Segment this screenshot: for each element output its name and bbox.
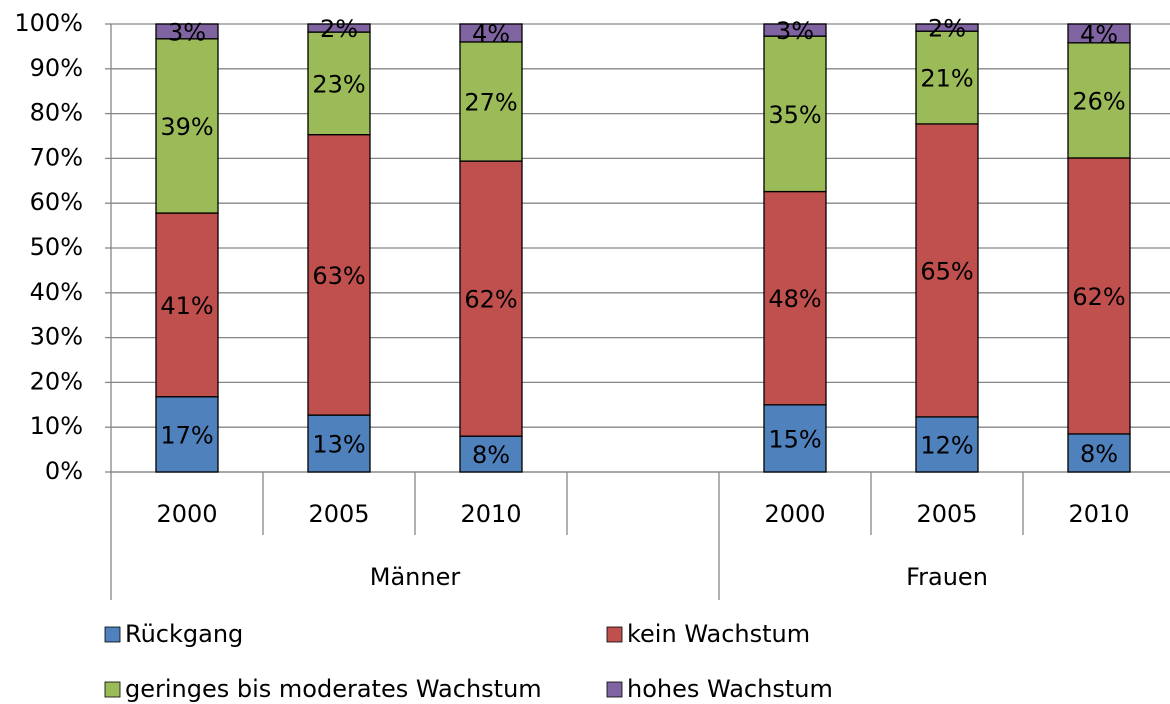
- bar-segment: [155, 38, 219, 214]
- bar-segment: [307, 414, 371, 473]
- bar-segment: [307, 31, 371, 136]
- bar-segment: [1067, 42, 1131, 159]
- y-tick-label: 80%: [30, 99, 83, 127]
- data-label: 8%: [472, 441, 510, 469]
- y-tick-label: 90%: [30, 54, 83, 82]
- bar-segment: [763, 190, 827, 406]
- x-tick-label: 2010: [460, 500, 521, 528]
- x-tick-label: 2005: [916, 500, 977, 528]
- bar-segment: [155, 212, 219, 398]
- legend-label: Rückgang: [125, 620, 243, 648]
- bar-segment: [307, 23, 371, 33]
- legend-label: geringes bis moderates Wachstum: [125, 675, 542, 703]
- data-label: 3%: [776, 17, 814, 45]
- legend-swatch: [606, 626, 623, 643]
- bar-segment: [915, 123, 979, 418]
- bar-segment: [1067, 433, 1131, 473]
- bar-segment: [915, 416, 979, 473]
- y-tick-label: 60%: [30, 188, 83, 216]
- bar-segment: [915, 23, 979, 32]
- data-label: 4%: [1080, 20, 1118, 48]
- bar-segment: [307, 134, 371, 416]
- data-label: 23%: [312, 70, 365, 98]
- data-label: 63%: [312, 262, 365, 290]
- legend-swatch: [104, 626, 121, 643]
- group-label: Männer: [370, 563, 461, 591]
- data-label: 41%: [160, 292, 213, 320]
- legend-swatch: [104, 681, 121, 698]
- y-tick-label: 100%: [14, 9, 83, 37]
- data-label: 39%: [160, 113, 213, 141]
- bar-segment: [155, 23, 219, 40]
- data-label: 13%: [312, 431, 365, 459]
- data-label: 26%: [1072, 87, 1125, 115]
- data-label: 15%: [768, 425, 821, 453]
- x-tick-label: 2000: [156, 500, 217, 528]
- data-label: 3%: [168, 18, 206, 46]
- bar-segment: [459, 160, 523, 437]
- x-tick-label: 2010: [1068, 500, 1129, 528]
- bar-segment: [763, 35, 827, 193]
- y-tick-label: 0%: [45, 457, 83, 485]
- y-tick-label: 30%: [30, 323, 83, 351]
- y-tick-label: 10%: [30, 412, 83, 440]
- bar-segment: [763, 23, 827, 37]
- legend-swatch: [606, 681, 623, 698]
- bar-segment: [1067, 157, 1131, 435]
- y-tick-label: 40%: [30, 278, 83, 306]
- y-tick-label: 20%: [30, 367, 83, 395]
- data-label: 2%: [928, 15, 966, 43]
- y-tick-label: 50%: [30, 233, 83, 261]
- data-label: 17%: [160, 421, 213, 449]
- bar-segment: [155, 396, 219, 473]
- y-tick-label: 70%: [30, 143, 83, 171]
- legend-label: kein Wachstum: [627, 620, 810, 648]
- data-label: 2%: [320, 15, 358, 43]
- bar-segment: [459, 23, 523, 43]
- data-label: 21%: [920, 65, 973, 93]
- bar-segment: [459, 435, 523, 473]
- x-tick-label: 2000: [764, 500, 825, 528]
- data-label: 65%: [920, 257, 973, 285]
- data-label: 12%: [920, 431, 973, 459]
- bar-segment: [459, 41, 523, 162]
- data-label: 35%: [768, 101, 821, 129]
- group-label: Frauen: [906, 563, 988, 591]
- data-label: 62%: [1072, 283, 1125, 311]
- x-tick-label: 2005: [308, 500, 369, 528]
- bar-segment: [915, 30, 979, 125]
- data-label: 8%: [1080, 440, 1118, 468]
- legend-label: hohes Wachstum: [627, 675, 833, 703]
- data-label: 4%: [472, 20, 510, 48]
- data-label: 48%: [768, 285, 821, 313]
- bar-segment: [763, 404, 827, 473]
- data-label: 62%: [464, 286, 517, 314]
- bar-segment: [1067, 23, 1131, 44]
- data-label: 27%: [464, 89, 517, 117]
